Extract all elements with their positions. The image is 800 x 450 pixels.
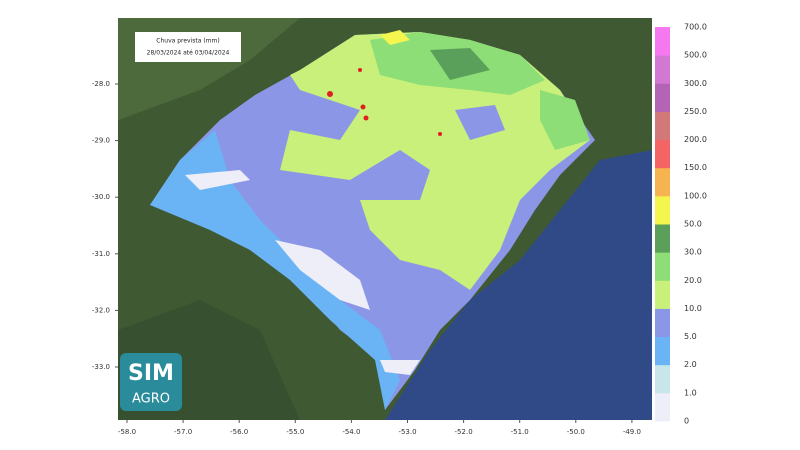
legend-swatch [655,139,670,169]
yellow-green-zone [280,32,590,290]
green-zone [540,90,590,150]
y-tick-label: -32.0 [92,306,110,314]
legend-swatch [655,336,670,366]
x-tick-label: -50.0 [567,428,585,436]
x-tick-label: -58.0 [118,428,136,436]
logo-top: SIM [128,361,174,386]
x-tick-label: -51.0 [511,428,529,436]
legend-swatch [655,280,670,309]
y-tick-label: -33.0 [92,363,110,371]
title-background [135,32,241,62]
legend: 0 1.0 2.0 5.0 10.0 20.0 30.0 50.0 100.0 150.0 200.… [655,23,707,426]
legend-swatch [655,27,670,56]
legend-label: 0 [684,417,689,426]
legend-swatch [655,55,670,84]
dark-green-zone [430,48,490,80]
legend-label: 150.0 [684,163,707,172]
x-tick-label: -56.0 [230,428,248,436]
x-tick-label: -55.0 [286,428,304,436]
legend-label: 10.0 [684,304,702,313]
legend-swatch [655,167,670,197]
logo-background [120,353,182,411]
legend-label: 300.0 [684,79,707,88]
map-area [118,18,652,420]
marker [327,91,333,97]
white-zone [185,170,250,190]
map-title: Chuva prevista (mm) [156,38,219,45]
legend-swatch [655,195,670,225]
marker [358,68,362,72]
x-tick-label: -49.0 [623,428,641,436]
legend-swatch [655,224,670,253]
legend-swatch [655,252,670,281]
white-zone [380,360,420,375]
y-tick-label: -29.0 [92,137,110,145]
axes: -58.0 -57.0 -56.0 -55.0 -54.0 -53.0 -52.0 -51.0… [92,80,641,436]
marker [363,115,369,121]
logo-bottom: AGRO [132,392,170,407]
legend-label: 200.0 [684,135,707,144]
yellow-pocket [380,30,410,45]
logo: SIM AGRO [120,353,182,411]
marker [360,104,366,110]
legend-label: 20.0 [684,276,702,285]
legend-label: 500.0 [684,51,707,60]
y-tick-label: -31.0 [92,250,110,258]
legend-swatch [655,83,670,112]
blue-pocket [455,105,505,140]
legend-label: 1.0 [684,388,697,397]
legend-label: 50.0 [684,220,702,229]
title-box: Chuva prevista (mm) 28/03/2024 até 03/04… [135,32,241,62]
legend-swatch [655,392,670,422]
x-tick-label: -53.0 [398,428,416,436]
legend-label: 2.0 [684,360,697,369]
marker [438,132,442,136]
x-tick-label: -54.0 [342,428,360,436]
map-period: 28/03/2024 até 03/04/2024 [147,50,230,57]
y-tick-label: -28.0 [92,80,110,88]
x-tick-label: -57.0 [174,428,192,436]
ocean [385,150,652,420]
light-blue-zone [150,130,400,410]
legend-swatch [655,308,670,338]
legend-label: 100.0 [684,191,707,200]
legend-swatch [655,364,670,394]
x-tick-label: -52.0 [455,428,473,436]
legend-label: 30.0 [684,248,702,257]
white-zone [275,240,370,310]
legend-label: 5.0 [684,332,697,341]
legend-label: 700.0 [684,23,707,32]
legend-swatch [655,111,670,141]
y-tick-label: -30.0 [92,193,110,201]
legend-label: 250.0 [684,107,707,116]
